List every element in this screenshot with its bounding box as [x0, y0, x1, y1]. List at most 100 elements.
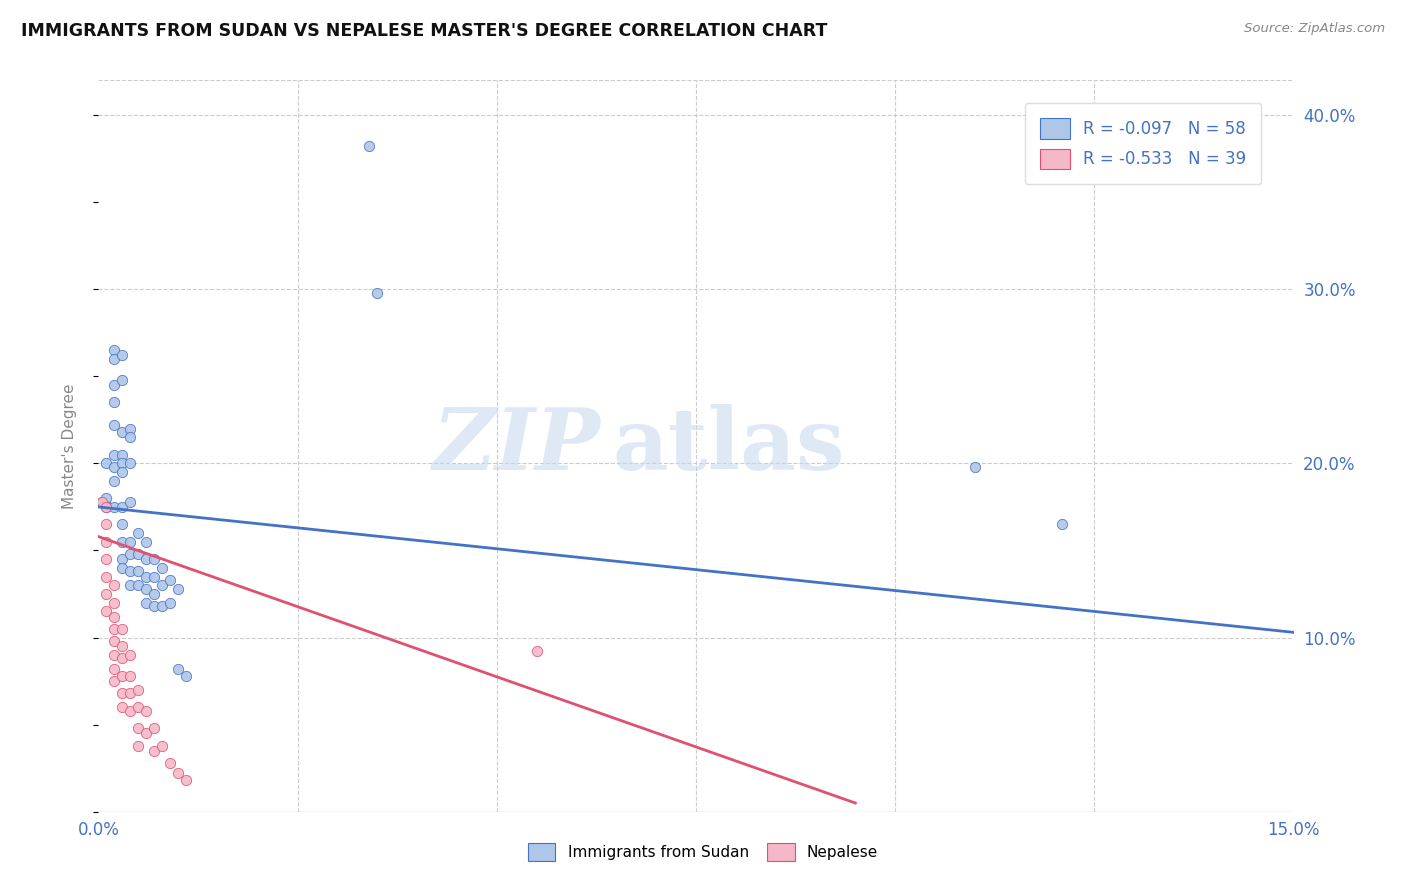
Point	[120, 457, 142, 471]
Point	[103, 578, 125, 592]
Point	[91, 494, 114, 508]
Point	[103, 459, 125, 474]
Point	[120, 565, 142, 579]
Point	[143, 599, 166, 614]
Point	[127, 547, 149, 561]
Text: atlas: atlas	[613, 404, 845, 488]
Point	[103, 351, 125, 366]
Point	[963, 459, 986, 474]
Point	[111, 686, 134, 700]
Point	[96, 587, 118, 601]
Point	[103, 662, 125, 676]
Point	[167, 766, 190, 780]
Point	[103, 343, 125, 358]
Point	[111, 448, 134, 462]
Point	[111, 373, 134, 387]
Point	[111, 425, 134, 439]
Point	[159, 596, 181, 610]
Point	[150, 739, 173, 753]
Point	[96, 534, 118, 549]
Point	[96, 552, 118, 566]
Point	[103, 378, 125, 392]
Point	[111, 700, 134, 714]
Point	[526, 644, 548, 658]
Point	[103, 634, 125, 648]
Point	[120, 534, 142, 549]
Point	[143, 569, 166, 583]
Point	[127, 526, 149, 541]
Text: Source: ZipAtlas.com: Source: ZipAtlas.com	[1244, 22, 1385, 36]
Point	[111, 517, 134, 532]
Point	[111, 534, 134, 549]
Point	[111, 561, 134, 575]
Point	[135, 726, 157, 740]
Point	[120, 704, 142, 718]
Point	[120, 547, 142, 561]
Point	[143, 552, 166, 566]
Point	[103, 418, 125, 433]
Point	[111, 552, 134, 566]
Point	[366, 285, 388, 300]
Point	[120, 578, 142, 592]
Text: ZIP: ZIP	[433, 404, 600, 488]
Point	[120, 430, 142, 444]
Point	[174, 773, 197, 788]
Point	[159, 573, 181, 587]
Legend: R = -0.097   N = 58, R = -0.533   N = 39: R = -0.097 N = 58, R = -0.533 N = 39	[1025, 103, 1261, 184]
Point	[96, 500, 118, 514]
Point	[143, 721, 166, 735]
Point	[103, 448, 125, 462]
Point	[96, 498, 118, 512]
Point	[111, 669, 134, 683]
Point	[174, 669, 197, 683]
Point	[103, 596, 125, 610]
Point	[135, 569, 157, 583]
Point	[103, 500, 125, 514]
Point	[167, 582, 190, 596]
Point	[91, 494, 114, 508]
Point	[96, 457, 118, 471]
Point	[135, 534, 157, 549]
Point	[103, 609, 125, 624]
Point	[143, 744, 166, 758]
Point	[111, 457, 134, 471]
Text: IMMIGRANTS FROM SUDAN VS NEPALESE MASTER'S DEGREE CORRELATION CHART: IMMIGRANTS FROM SUDAN VS NEPALESE MASTER…	[21, 22, 828, 40]
Point	[127, 565, 149, 579]
Point	[103, 474, 125, 488]
Point	[127, 578, 149, 592]
Point	[111, 640, 134, 654]
Point	[359, 139, 381, 153]
Point	[150, 578, 173, 592]
Point	[150, 561, 173, 575]
Point	[120, 421, 142, 435]
Point	[111, 500, 134, 514]
Point	[111, 465, 134, 479]
Point	[120, 686, 142, 700]
Point	[96, 604, 118, 618]
Point	[120, 648, 142, 662]
Point	[111, 348, 134, 362]
Point	[127, 700, 149, 714]
Point	[103, 622, 125, 636]
Point	[167, 662, 190, 676]
Point	[1052, 517, 1074, 532]
Point	[103, 648, 125, 662]
Point	[120, 494, 142, 508]
Point	[159, 756, 181, 770]
Point	[143, 587, 166, 601]
Point	[150, 599, 173, 614]
Point	[96, 500, 118, 514]
Point	[120, 669, 142, 683]
Point	[135, 582, 157, 596]
Point	[135, 552, 157, 566]
Point	[103, 395, 125, 409]
Point	[127, 682, 149, 697]
Point	[96, 517, 118, 532]
Point	[135, 704, 157, 718]
Point	[111, 622, 134, 636]
Point	[111, 651, 134, 665]
Legend: Immigrants from Sudan, Nepalese: Immigrants from Sudan, Nepalese	[516, 830, 890, 873]
Point	[103, 674, 125, 689]
Point	[96, 491, 118, 506]
Y-axis label: Master's Degree: Master's Degree	[62, 384, 77, 508]
